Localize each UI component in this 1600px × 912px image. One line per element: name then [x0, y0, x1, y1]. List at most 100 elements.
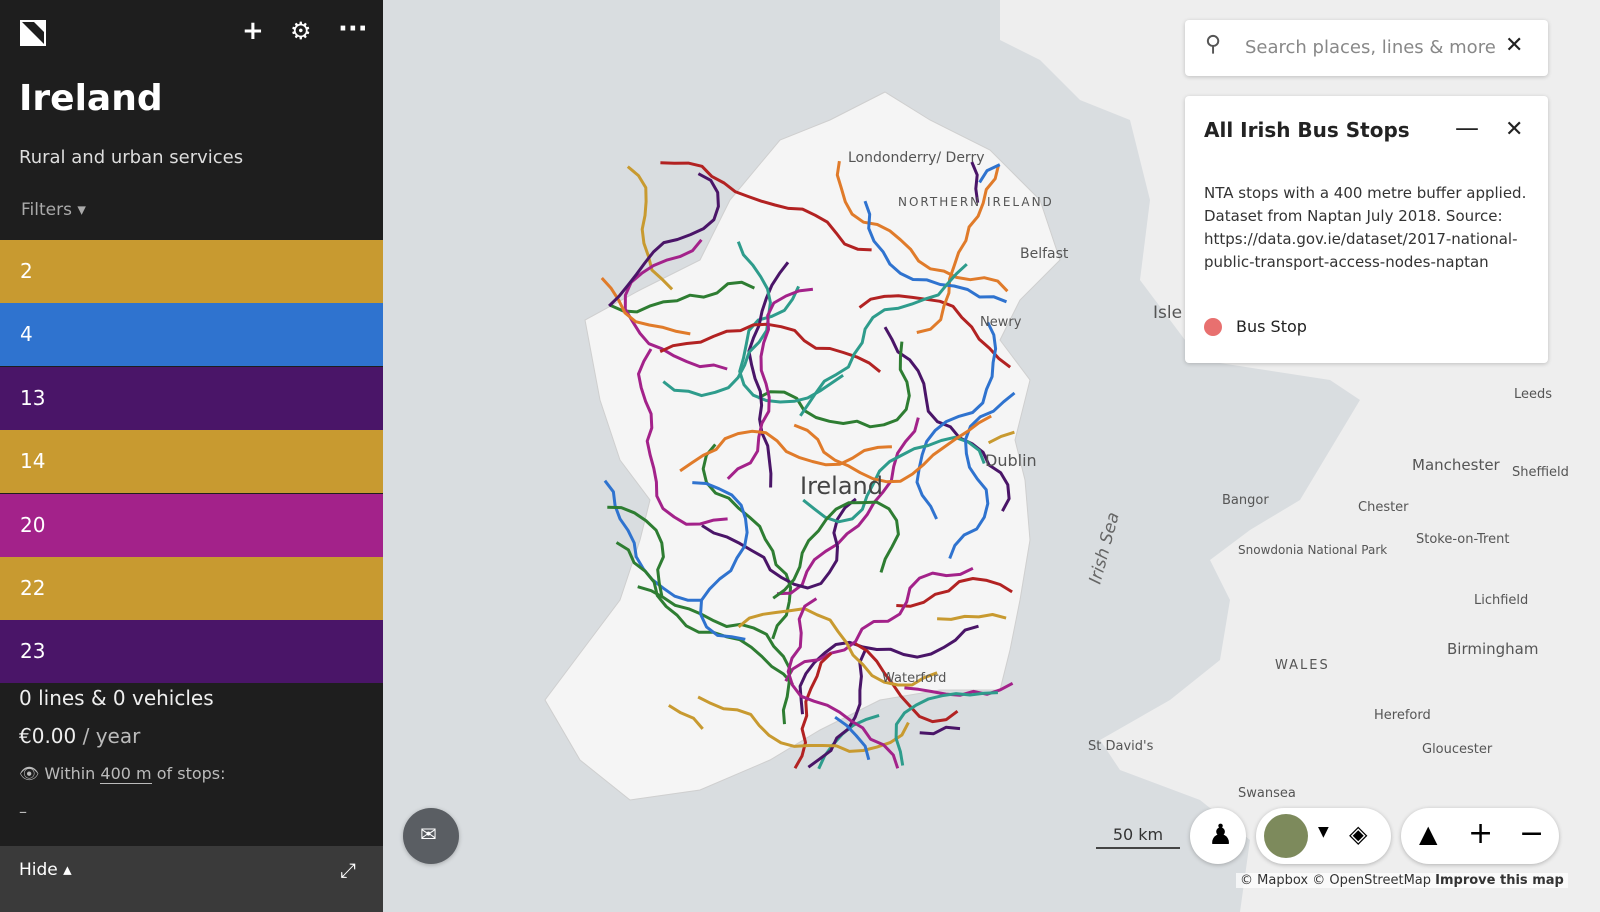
place-label: Swansea: [1238, 786, 1296, 801]
route-line: [835, 160, 1009, 293]
route-line: [660, 161, 872, 252]
place-label: Dublin: [985, 451, 1037, 470]
zoom-out[interactable]: −: [1519, 816, 1545, 851]
place-label: Newry: [980, 315, 1022, 330]
route-line: [784, 566, 974, 682]
route-line: [662, 241, 772, 398]
route-line: [607, 505, 665, 598]
route-line: [626, 165, 674, 291]
line-row[interactable]: 22: [0, 557, 383, 620]
place-label: Bangor: [1222, 493, 1269, 508]
place-label: Birmingham: [1447, 640, 1538, 658]
route-line: [799, 263, 968, 417]
cost: €0.00 / year: [19, 724, 140, 748]
routes: [600, 160, 1016, 770]
cost-unit: / year: [82, 724, 141, 748]
route-line: [668, 704, 704, 730]
place-label: Stoke-on-Trent: [1416, 532, 1509, 547]
route-line: [970, 161, 980, 203]
route-line: [915, 321, 998, 520]
route-line: [948, 391, 1016, 560]
search-box[interactable]: ⚲ Search places, lines & more ✕: [1185, 20, 1548, 76]
route-line: [863, 200, 1008, 304]
of-stops-label: of stops:: [156, 764, 226, 783]
search-icon: ⚲: [1205, 32, 1222, 57]
route-line: [987, 430, 1015, 445]
route-line: [701, 443, 793, 640]
route-line: [600, 276, 691, 336]
footer-bar: Hide ▴ ⤢: [0, 846, 383, 912]
line-row[interactable]: 14: [0, 430, 383, 494]
route-line: [807, 648, 867, 769]
route-line: [697, 695, 910, 753]
map-style-button[interactable]: ▼ ◈: [1256, 808, 1391, 864]
zoom-in[interactable]: +: [1468, 816, 1494, 851]
hide-button[interactable]: Hide ▴: [19, 860, 72, 880]
settings-button[interactable]: ⚙: [290, 17, 312, 45]
route-line: [737, 607, 938, 687]
expand-button[interactable]: ⤢: [340, 858, 356, 882]
route-line: [757, 341, 911, 429]
route-line: [776, 417, 920, 596]
line-row[interactable]: 2: [0, 240, 383, 303]
route-line: [919, 725, 961, 736]
street-view-button[interactable]: ♟: [1190, 808, 1246, 864]
route-line: [608, 172, 720, 308]
route-line: [609, 280, 756, 314]
clear-button[interactable]: ✕: [1505, 33, 1524, 58]
place-label: Gloucester: [1422, 742, 1493, 757]
distance[interactable]: 400 m: [100, 764, 152, 784]
close-button[interactable]: ✕: [1505, 117, 1524, 142]
line-row[interactable]: 23: [0, 620, 383, 684]
route-line: [701, 497, 857, 590]
map-labels: Londonderry/ Derry NORTHERN IRELAND Belf…: [800, 150, 1569, 801]
route-line: [603, 479, 703, 602]
layer-description: NTA stops with a 400 metre buffer applie…: [1204, 184, 1527, 271]
add-button[interactable]: +: [242, 16, 264, 46]
north-button[interactable]: ▲: [1419, 820, 1438, 848]
minimize-button[interactable]: —: [1455, 114, 1479, 142]
filters-toggle[interactable]: Filters ▾: [21, 200, 86, 220]
legend-label: Bus Stop: [1236, 317, 1307, 336]
legend-swatch: [1204, 317, 1222, 336]
cost-value: €0.00: [19, 724, 77, 748]
place-label: NORTHERN IRELAND: [898, 195, 1054, 209]
more-button[interactable]: ···: [338, 14, 368, 44]
place-label: WALES: [1275, 658, 1330, 673]
route-line: [834, 715, 871, 761]
scale-label: 50 km: [1113, 825, 1163, 844]
route-line: [738, 285, 844, 404]
route-line: [793, 414, 992, 484]
attribution-link[interactable]: © Mapbox: [1240, 873, 1309, 888]
sidebar: + ⚙ ··· Ireland Rural and urban services…: [0, 0, 383, 912]
route-line: [854, 642, 959, 724]
route-line: [798, 624, 979, 715]
line-row[interactable]: 13: [0, 366, 383, 430]
improve-link[interactable]: Improve this map: [1435, 873, 1564, 888]
place-label: Snowdonia National Park: [1238, 543, 1387, 557]
line-row[interactable]: 20: [0, 493, 383, 557]
route-line: [793, 652, 833, 769]
search-placeholder: Search places, lines & more: [1245, 37, 1496, 58]
route-line: [858, 294, 1012, 369]
route-line: [637, 585, 792, 725]
line-row[interactable]: 4: [0, 303, 383, 367]
attribution: © Mapbox © OpenStreetMap Improve this ma…: [1236, 873, 1568, 888]
navigation-controls: ▲ + −: [1401, 808, 1559, 864]
legend: Bus Stop: [1204, 316, 1307, 336]
route-line: [896, 577, 1013, 608]
title: Ireland: [19, 78, 163, 119]
route-line: [679, 429, 892, 473]
route-line: [659, 322, 882, 373]
attribution-link[interactable]: © OpenStreetMap: [1312, 873, 1432, 888]
feedback-button[interactable]: ✉: [403, 808, 459, 864]
route-line: [786, 597, 900, 769]
route-line: [615, 541, 794, 686]
logo[interactable]: [20, 20, 46, 46]
place-label: Ireland: [800, 472, 883, 500]
coverage-line: 👁 Within 400 m of stops:: [19, 764, 226, 784]
route-line: [772, 500, 900, 600]
route-line: [978, 163, 1001, 184]
place-label: Isle: [1153, 303, 1182, 323]
hide-label: Hide: [19, 860, 58, 880]
